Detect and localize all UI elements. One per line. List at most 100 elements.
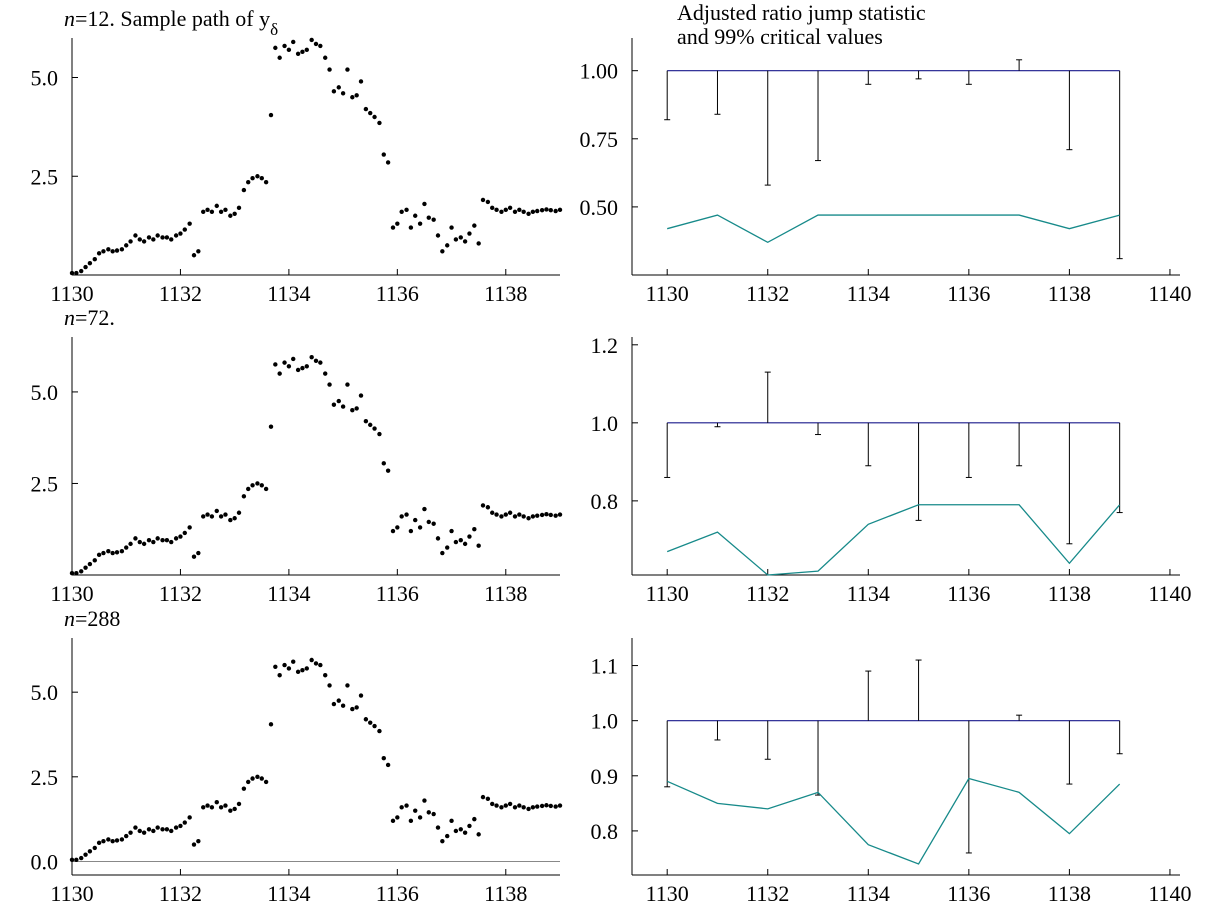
data-point <box>155 825 160 830</box>
data-point <box>503 803 508 808</box>
data-point <box>426 519 431 525</box>
data-point <box>178 823 183 829</box>
x-tick-label: 1140 <box>1148 881 1191 906</box>
x-tick-label: 1138 <box>484 581 527 606</box>
data-point <box>106 247 111 252</box>
data-point <box>458 827 463 832</box>
data-point <box>205 803 210 808</box>
data-point <box>209 209 215 214</box>
data-point <box>512 805 518 810</box>
data-point <box>155 233 160 238</box>
data-point <box>110 249 115 254</box>
data-point <box>431 217 436 222</box>
data-point <box>440 838 445 844</box>
data-point <box>539 512 545 518</box>
data-point <box>83 264 88 270</box>
x-tick-label: 1134 <box>267 581 310 606</box>
x-tick-label: 1136 <box>947 281 990 306</box>
data-point <box>196 838 201 844</box>
data-point <box>106 837 111 842</box>
data-point <box>476 832 481 837</box>
panel-title-line: and 99% critical values <box>677 24 883 49</box>
data-point <box>160 235 165 240</box>
data-point <box>300 365 305 371</box>
x-tick-label: 1132 <box>746 581 789 606</box>
data-point <box>435 536 441 541</box>
data-point <box>445 545 450 550</box>
data-point <box>151 539 156 545</box>
data-point <box>74 570 79 576</box>
data-point <box>390 225 396 230</box>
data-point <box>453 539 459 545</box>
data-point <box>133 233 138 238</box>
data-point <box>79 569 84 574</box>
data-point <box>517 803 522 808</box>
x-tick-label: 1136 <box>376 581 419 606</box>
x-tick-label: 1130 <box>646 281 689 306</box>
title-text: =12. Sample path of y <box>75 6 270 31</box>
data-point <box>413 213 418 218</box>
data-point <box>246 486 251 492</box>
data-point <box>377 431 382 437</box>
data-point <box>114 550 120 555</box>
data-point <box>354 406 359 411</box>
data-point <box>259 176 264 181</box>
data-point <box>268 722 274 727</box>
data-point <box>191 253 197 258</box>
data-point <box>449 225 454 230</box>
data-point <box>228 517 233 523</box>
data-point <box>187 221 192 226</box>
data-point <box>462 239 468 244</box>
data-point <box>336 85 341 90</box>
data-point <box>178 231 183 236</box>
data-point <box>345 683 350 688</box>
data-point <box>535 804 540 809</box>
data-point <box>236 205 242 211</box>
y-tick-label: 1.0 <box>591 411 619 436</box>
data-point <box>544 207 549 212</box>
x-tick-label: 1134 <box>267 881 310 906</box>
data-point <box>178 534 183 539</box>
data-point <box>381 755 386 761</box>
data-point <box>273 362 278 367</box>
data-point <box>164 235 170 240</box>
data-point <box>205 512 210 517</box>
data-point <box>345 67 350 72</box>
data-point <box>535 208 540 214</box>
data-point <box>191 554 197 559</box>
data-point <box>544 803 549 808</box>
data-point <box>164 827 170 832</box>
data-point <box>263 179 269 185</box>
data-point <box>553 513 558 518</box>
data-point <box>250 483 255 488</box>
data-point <box>79 268 84 274</box>
data-point <box>110 838 115 844</box>
data-point <box>408 225 414 230</box>
data-point <box>232 516 237 521</box>
data-point <box>413 808 418 813</box>
data-point <box>390 818 396 824</box>
data-point <box>526 806 531 812</box>
data-point <box>440 550 445 556</box>
data-point <box>490 205 495 211</box>
data-point <box>507 801 513 807</box>
data-point <box>173 536 179 541</box>
data-point <box>106 549 111 554</box>
critical-value-line <box>667 214 1120 244</box>
y-tick-label: 1.2 <box>591 333 619 358</box>
y-tick-label: 2.5 <box>31 765 59 790</box>
data-point <box>381 152 386 157</box>
data-point <box>300 667 305 673</box>
data-point <box>101 838 106 844</box>
data-point <box>232 806 237 812</box>
data-point <box>323 55 328 60</box>
data-point <box>304 47 309 53</box>
data-point <box>503 512 508 517</box>
data-point <box>395 525 400 530</box>
data-point <box>196 550 201 556</box>
data-point <box>517 207 522 213</box>
data-point <box>295 367 301 373</box>
data-point <box>201 514 206 519</box>
data-point <box>318 662 323 668</box>
data-point <box>277 371 282 376</box>
